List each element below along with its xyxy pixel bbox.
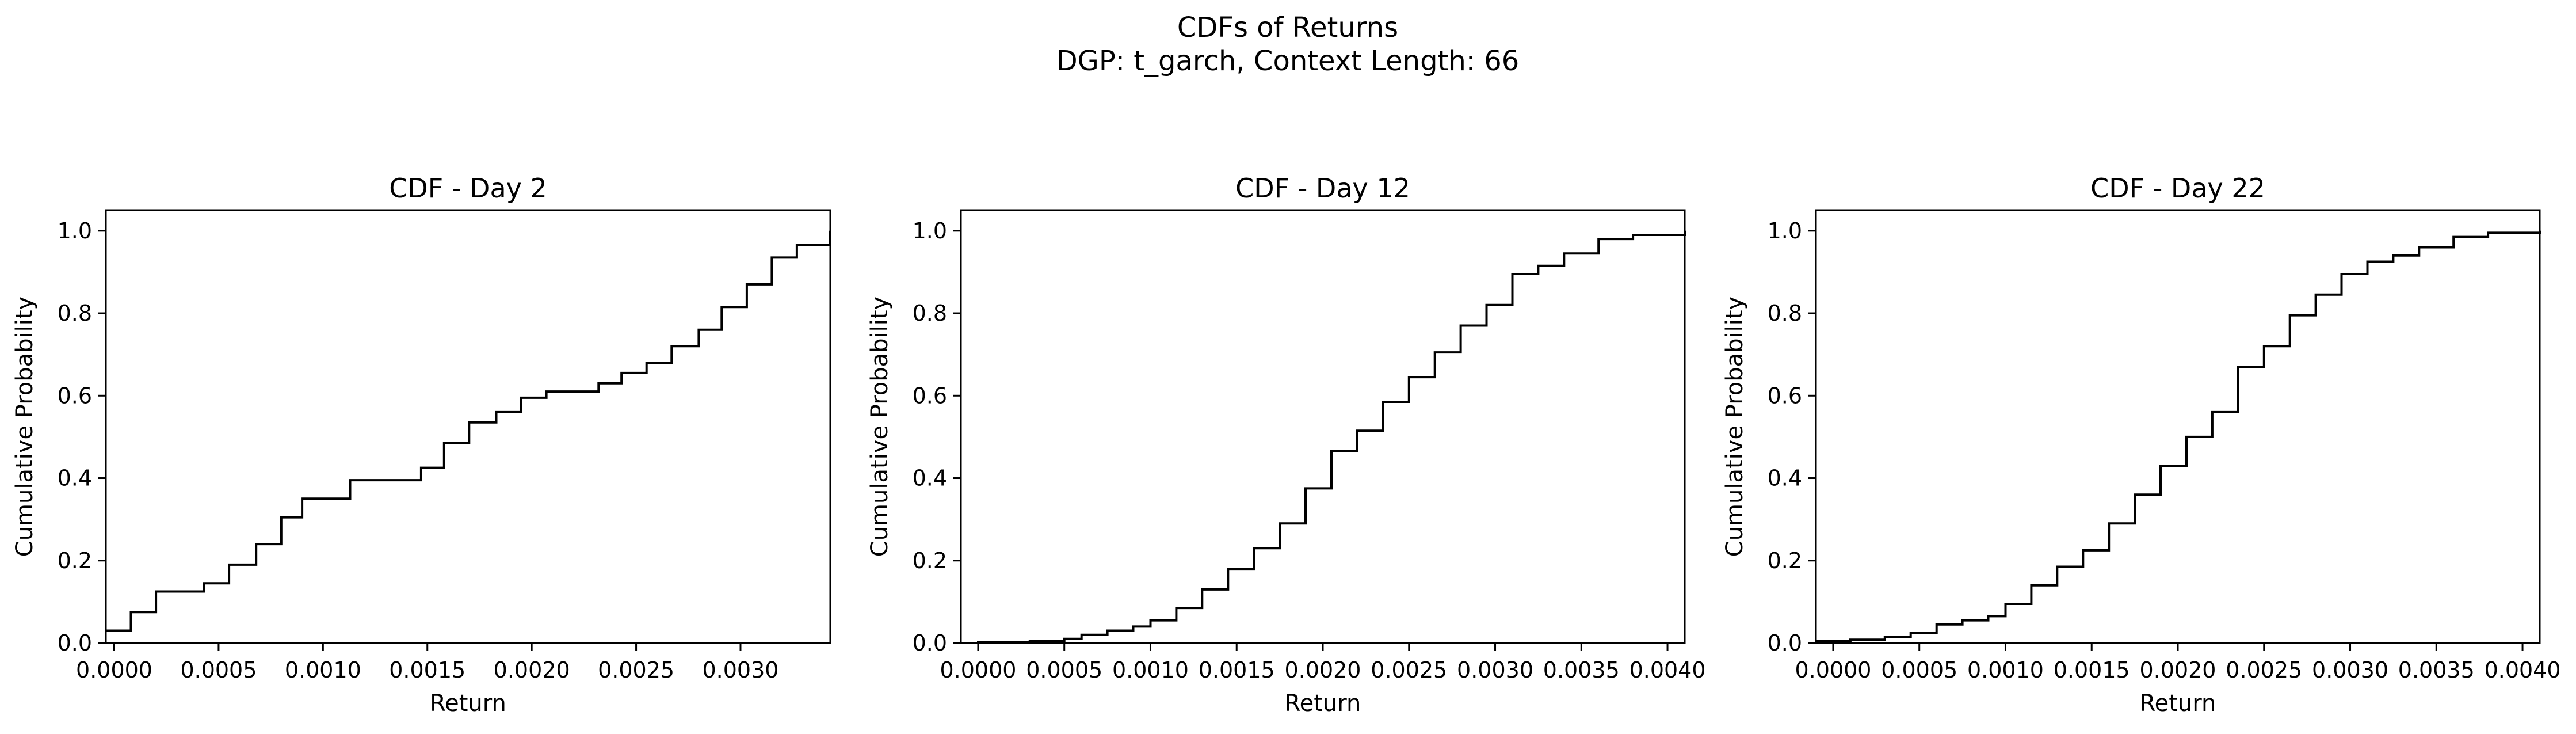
x-axis-label: Return [430, 690, 506, 717]
y-tick-label: 0.0 [58, 630, 92, 656]
x-tick-label: 0.0030 [1457, 657, 1533, 683]
cdf-step-line-2-1 [961, 230, 1686, 644]
x-tick-label: 0.0025 [598, 657, 674, 683]
y-axis-label: Cumulative Probability [867, 296, 893, 557]
cdf-step-line-3-1 [1816, 230, 2541, 642]
x-tick-label: 0.0035 [1543, 657, 1620, 683]
x-tick-label: 0.0000 [940, 657, 1016, 683]
y-axis-label: Cumulative Probability [12, 296, 38, 557]
chart-panels: 0.0000 0.0005 0.0010 0.0015 0.0020 0.0025 0.00… [12, 173, 2561, 717]
y-tick-label: 0.6 [913, 383, 947, 408]
x-tick-label: 0.0010 [285, 657, 361, 683]
y-axis-label: Cumulative Probability [1722, 296, 1748, 557]
x-tick-label: 0.0000 [1795, 657, 1871, 683]
x-axis-label: Return [1285, 690, 1361, 717]
y-tick-label: 0.2 [913, 548, 947, 573]
y-tick-label: 1.0 [1768, 218, 1802, 244]
x-tick-label: 0.0005 [1881, 657, 1957, 683]
x-tick-label: 0.0015 [2054, 657, 2130, 683]
x-tick-label: 0.0020 [2140, 657, 2216, 683]
y-tick-label: 1.0 [58, 218, 92, 244]
y-tick-label: 0.2 [1768, 548, 1802, 573]
chart-title: CDF - Day 22 [2090, 173, 2265, 204]
x-axis-label: Return [2140, 690, 2216, 717]
y-tick-label: 0.6 [58, 383, 92, 408]
chart-panel-2: 0.0000 0.0005 0.0010 0.0015 0.0020 0.0025 0.00… [867, 173, 1706, 717]
y-tick-label: 0.2 [58, 548, 92, 573]
axes-frame [105, 209, 831, 644]
x-tick-label: 0.0015 [389, 657, 465, 683]
x-tick-label: 0.0010 [1967, 657, 2044, 683]
y-tick-label: 0.8 [913, 301, 947, 326]
y-tick-label: 0.8 [1768, 301, 1802, 326]
y-tick-label: 0.4 [58, 466, 92, 491]
x-tick-label: 0.0015 [1199, 657, 1275, 683]
y-tick-label: 0.6 [1768, 383, 1802, 408]
x-tick-label: 0.0040 [2485, 657, 2561, 683]
chart-title: CDF - Day 12 [1235, 173, 1410, 204]
x-tick-label: 0.0005 [1026, 657, 1102, 683]
x-tick-label: 0.0025 [1371, 657, 1447, 683]
x-tick-label: 0.0035 [2398, 657, 2475, 683]
y-tick-label: 1.0 [913, 218, 947, 244]
y-tick-label: 0.8 [58, 301, 92, 326]
x-tick-label: 0.0000 [76, 657, 152, 683]
figure-suptitle-line-2: DGP: t_garch, Context Length: 66 [1056, 45, 1520, 77]
chart-panel-1: 0.0000 0.0005 0.0010 0.0015 0.0020 0.0025 0.00… [12, 173, 831, 717]
chart-title: CDF - Day 2 [389, 173, 547, 204]
x-tick-label: 0.0005 [180, 657, 257, 683]
y-tick-label: 0.4 [913, 466, 947, 491]
x-tick-label: 0.0010 [1112, 657, 1189, 683]
figure-suptitle-line-1: CDFs of Returns [1177, 12, 1398, 44]
x-tick-label: 0.0030 [703, 657, 779, 683]
x-tick-label: 0.0030 [2312, 657, 2388, 683]
chart-panel-3: 0.0000 0.0005 0.0010 0.0015 0.0020 0.0025 0.00… [1722, 173, 2561, 717]
x-tick-label: 0.0025 [2226, 657, 2302, 683]
y-tick-label: 0.4 [1768, 466, 1802, 491]
y-tick-label: 0.0 [913, 630, 947, 656]
y-tick-label: 0.0 [1768, 630, 1802, 656]
cdf-step-line-1-1 [106, 230, 831, 632]
x-tick-label: 0.0020 [1285, 657, 1361, 683]
x-tick-label: 0.0040 [1629, 657, 1706, 683]
x-tick-label: 0.0020 [494, 657, 570, 683]
